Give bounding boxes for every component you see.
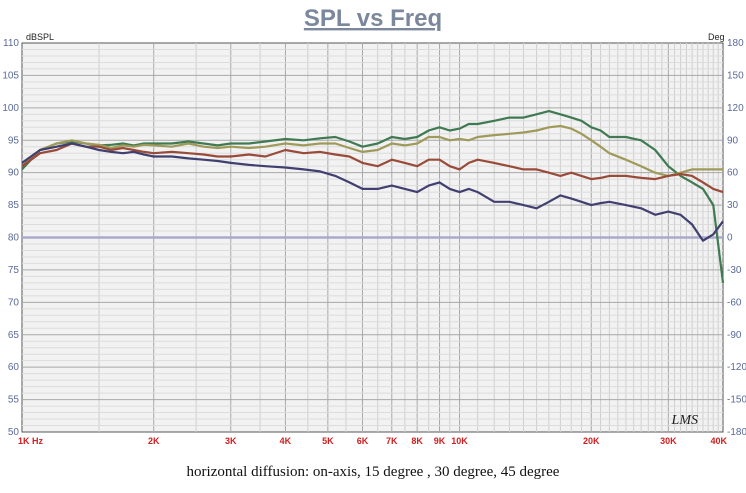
y2-tick-label: -30: [727, 265, 742, 276]
y2-tick-label: -150: [727, 395, 746, 406]
series-line-3: [21, 142, 724, 194]
y2-tick-label: 60: [727, 168, 739, 179]
x-tick-label: 6K: [357, 436, 369, 446]
x-tick-label: 2K: [148, 436, 160, 446]
x-tick-label: 8K: [411, 436, 423, 446]
x-tick-label: 30K: [660, 436, 677, 446]
y-tick-label: 80: [8, 233, 20, 244]
y-tick-label: 100: [2, 103, 19, 114]
y-tick-label: 55: [8, 395, 20, 406]
left-axis-unit: dBSPL: [26, 32, 54, 42]
series-line-2: [21, 124, 723, 177]
x-tick-label: 40K: [710, 436, 727, 446]
series-line-1: [21, 109, 725, 284]
x-axis-ticks: 1K Hz 2K 3K 4K 5K 6K 7K 8K 9K 10K 20K 30K 40K: [18, 436, 727, 446]
x-tick-label: 7K: [386, 436, 398, 446]
y2-tick-label: 30: [727, 200, 739, 211]
x-tick-label: 20K: [583, 436, 600, 446]
y-axis-ticks: 110 105 100 95 90 85 80 75 70 65 60 55 50: [2, 38, 19, 438]
y-tick-label: 95: [8, 135, 20, 146]
y-tick-label: 70: [8, 297, 20, 308]
y2-tick-label: -180: [727, 427, 746, 438]
y-tick-label: 110: [3, 38, 19, 49]
chart-title: SPL vs Freq: [304, 5, 442, 32]
y2-tick-label: -90: [727, 330, 742, 341]
series-group: [21, 109, 725, 284]
y2-tick-label: 90: [727, 135, 739, 146]
y-tick-label: 60: [8, 362, 20, 373]
y-tick-label: 85: [8, 200, 20, 211]
y2-tick-label: -60: [727, 297, 742, 308]
caption: horizontal diffusion: on-axis, 15 degree…: [187, 464, 560, 480]
y2-tick-label: -120: [727, 362, 746, 373]
y-tick-label: 50: [8, 427, 20, 438]
y-tick-label: 105: [2, 70, 19, 81]
right-axis-unit: Deg: [708, 32, 725, 42]
y-tick-label: 90: [8, 168, 20, 179]
watermark-text: LMS: [671, 413, 698, 428]
x-tick-label: 5K: [322, 436, 334, 446]
y2-tick-label: 120: [727, 103, 744, 114]
y-tick-label: 65: [8, 330, 20, 341]
x-tick-label: 9K: [434, 436, 446, 446]
y2-tick-label: 0: [727, 233, 733, 244]
x-tick-label: 1K Hz: [18, 436, 44, 446]
y2-tick-label: 180: [727, 38, 744, 49]
x-tick-label: 3K: [225, 436, 237, 446]
x-tick-label: 4K: [280, 436, 292, 446]
series-line-4: [21, 142, 724, 242]
x-tick-label: 10K: [451, 436, 468, 446]
y-tick-label: 75: [8, 265, 20, 276]
y2-axis-ticks: 180 150 120 90 60 30 0 -30 -60 -90 -120 -150 -180: [727, 38, 746, 438]
y2-tick-label: 150: [727, 70, 744, 81]
